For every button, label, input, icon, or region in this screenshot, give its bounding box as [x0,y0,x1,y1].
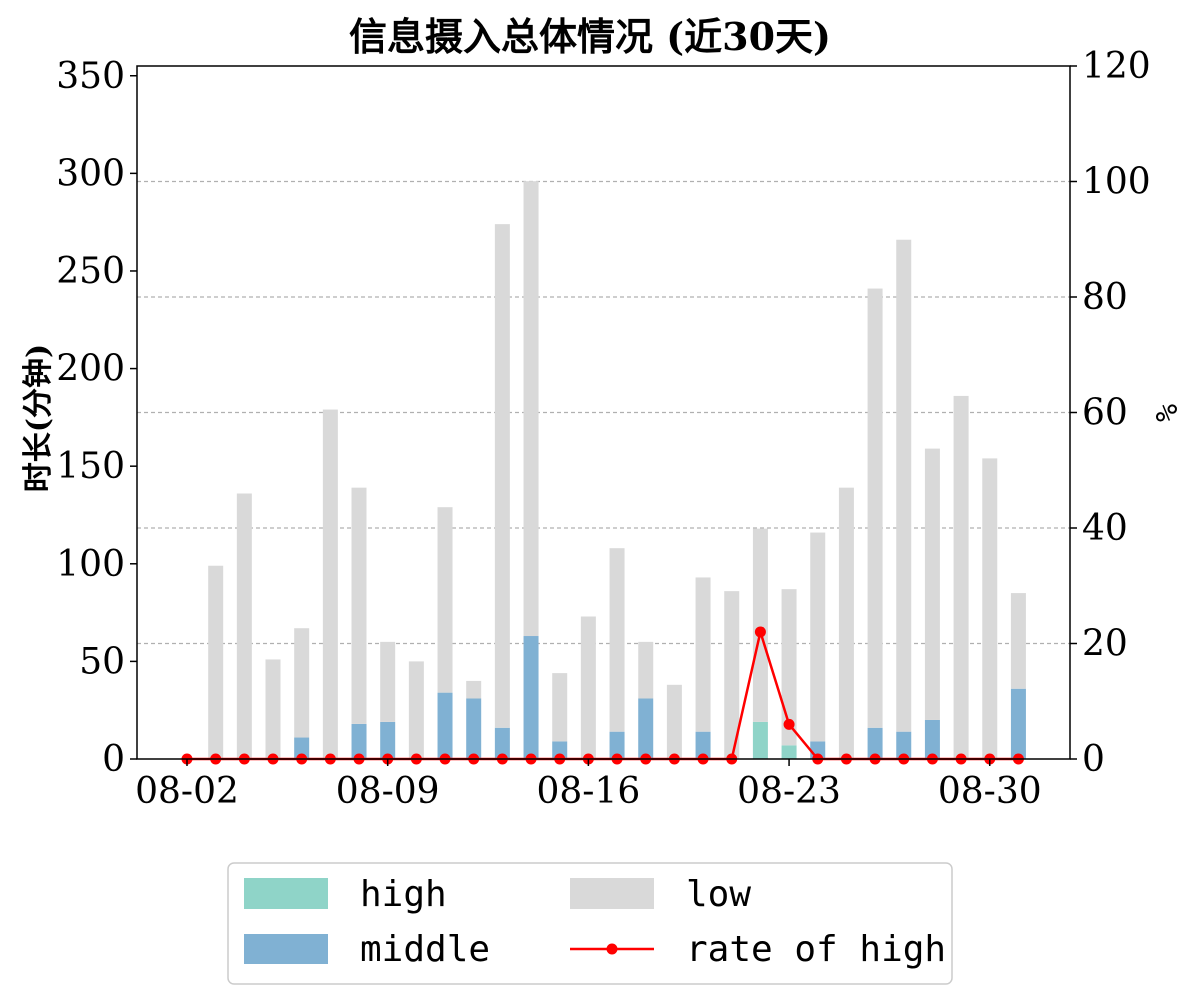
y2-tick-label: 0 [1082,739,1105,780]
legend: high middle low rate of high [227,862,953,985]
bar-middle [552,741,568,759]
bar-low [867,288,883,728]
bar-middle [494,727,510,759]
x-tick-label: 08-02 [135,771,239,812]
bar-low [666,684,682,759]
legend-label-high: high [360,874,447,915]
rate-point [783,718,795,730]
bar-middle [638,698,654,759]
y-tick-label: 150 [56,446,125,487]
x-axis: 08-02 08-09 08-16 08-23 08-30 [135,759,1042,812]
bar-low [695,577,711,732]
legend-label-rate: rate of high [686,929,946,970]
bar-low [752,528,768,722]
rate-line [187,630,1019,761]
bar-middle [924,719,940,759]
bar-low [638,641,654,699]
bar-middle [695,731,711,759]
x-tick-label: 08-30 [938,771,1042,812]
y-tick-label: 100 [56,544,125,585]
right-axis: 0 20 40 60 80 100 120 [1070,46,1151,780]
y-tick-label: 250 [56,251,125,292]
bar-low [953,395,969,759]
bar-middle [294,737,310,759]
bar-low [322,409,338,759]
bar-low [1010,593,1026,689]
rate-point [754,626,766,638]
bar-low [724,591,740,759]
bar-low [838,487,854,759]
bar-middle [466,698,482,759]
legend-swatch-high [244,878,328,909]
y2-axis-label: % [1150,404,1185,422]
y2-tick-label: 120 [1082,46,1151,87]
legend-swatch-low [570,878,654,909]
bar-low [896,239,912,732]
bar-middle [1010,688,1026,759]
legend-label-low: low [686,874,751,915]
bar-middle [380,721,396,759]
y-tick-label: 200 [56,349,125,390]
bar-middle [896,731,912,759]
y2-tick-label: 80 [1082,277,1128,318]
y2-tick-label: 20 [1082,624,1128,665]
y-tick-label: 300 [56,153,125,194]
y-tick-label: 50 [79,641,125,682]
y2-tick-label: 100 [1082,162,1151,203]
bar-low [466,680,482,699]
bar-middle [609,731,625,759]
bar-low [523,181,539,637]
legend-label-middle: middle [360,929,490,970]
bar-low [494,224,510,728]
left-axis: 0 50 100 150 200 250 300 350 [56,56,137,780]
bar-low [294,628,310,738]
x-tick-label: 08-23 [737,771,841,812]
legend-frame [227,862,953,985]
x-tick-label: 08-16 [536,771,640,812]
chart-title: 信息摄入总体情况 (近30天) [349,14,831,59]
bar-low [552,673,568,742]
bar-low [380,641,396,722]
bar-middle [437,692,453,759]
legend-swatch-rate-marker [606,943,618,955]
bar-middle [867,727,883,759]
bar-low [982,458,998,759]
x-tick-label: 08-09 [336,771,440,812]
y-tick-label: 0 [102,739,125,780]
bar-low [810,532,826,742]
y-tick-label: 350 [56,56,125,97]
bar-low [236,493,252,759]
legend-swatch-middle [244,934,328,964]
bar-low [924,448,940,720]
bar-middle [351,723,367,759]
y2-tick-label: 60 [1082,393,1128,434]
grid-lines [137,180,1070,645]
y2-tick-label: 40 [1082,508,1128,549]
bar-low [408,661,424,759]
y-axis-label: 时长(分钟) [21,344,56,492]
bar-low [437,507,453,693]
bar-low [351,487,367,724]
bars-group [208,181,1026,759]
bar-low [781,589,797,746]
bar-low [265,659,281,759]
bar-high [752,721,768,759]
bar-middle [523,636,539,759]
bar-high [781,745,797,759]
bar-low [208,565,224,759]
bar-low [580,616,596,759]
bar-low [609,548,625,732]
